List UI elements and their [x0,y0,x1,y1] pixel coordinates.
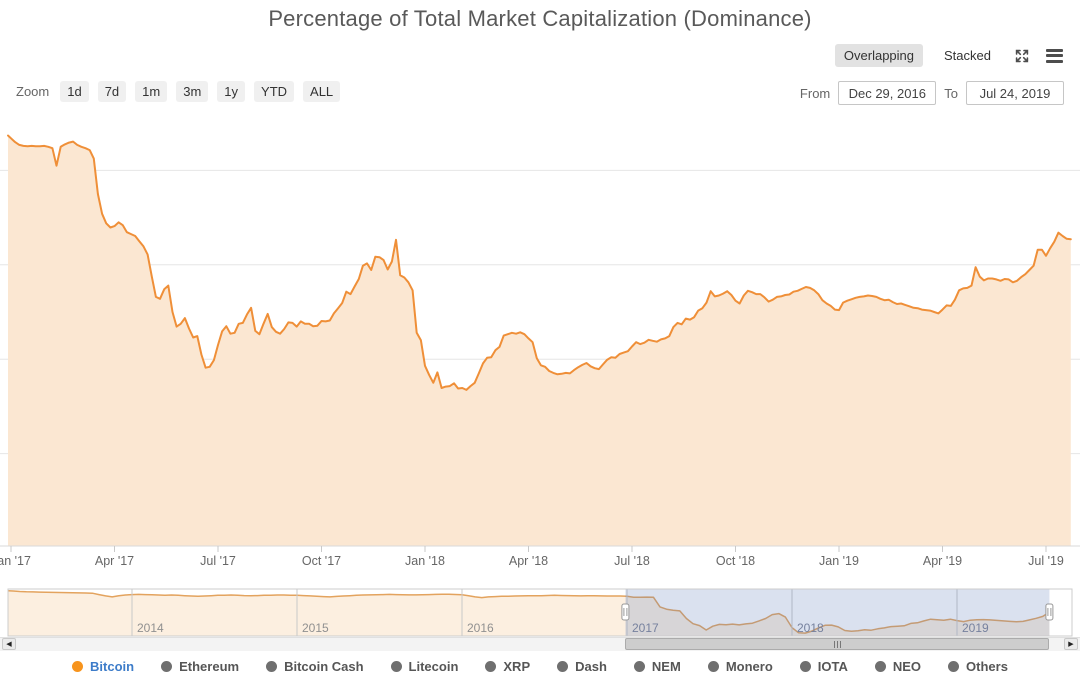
x-axis-label: Jan '19 [819,554,859,568]
legend: Bitcoin Ethereum Bitcoin Cash Litecoin XRP Da… [0,659,1080,674]
legend-label: Dash [575,659,607,674]
legend-dot [390,661,402,672]
legend-dot [799,661,811,672]
legend-item-nem[interactable]: NEM [633,659,681,674]
navigator-line [7,590,1050,634]
navigator-year-label: 2016 [467,621,494,635]
zoom-buttons: 1d 7d 1m 3m 1y YTD ALL [60,81,341,102]
legend-item-bitcoin-cash[interactable]: Bitcoin Cash [266,659,364,674]
legend-dot [557,661,569,672]
legend-label: Litecoin [408,659,459,674]
to-label: To [944,85,958,101]
legend-label: Ethereum [179,659,240,674]
x-axis-label: Jan '17 [0,554,31,568]
legend-label: Bitcoin Cash [284,659,364,674]
legend-dot [707,661,719,672]
legend-label: Monero [725,659,773,674]
zoom-button-ytd[interactable]: YTD [254,81,295,102]
from-label: From [799,85,831,101]
context-menu-icon[interactable] [1044,46,1064,66]
legend-dot [948,661,960,672]
scrollbar-right-arrow-icon[interactable]: ▶ [1064,638,1078,650]
legend-label: XRP [503,659,531,674]
bitcoin-line [7,134,1072,391]
x-axis-label: Oct '18 [716,554,755,568]
navigator-year-label: 2017 [632,621,659,635]
x-axis-label: Apr '17 [95,554,134,568]
legend-item-monero[interactable]: Monero [707,659,773,674]
navigator-year-label: 2014 [137,621,164,635]
legend-label: NEO [892,659,922,674]
scrollbar-thumb[interactable] [625,638,1049,650]
navigator-left-handle[interactable] [621,603,630,621]
zoom-label: Zoom [16,84,50,99]
legend-item-dash[interactable]: Dash [557,659,607,674]
navigator-right-handle[interactable] [1045,603,1054,621]
legend-item-litecoin[interactable]: Litecoin [390,659,459,674]
zoom-button-7d[interactable]: 7d [97,81,127,102]
legend-item-iota[interactable]: IOTA [799,659,848,674]
legend-item-bitcoin[interactable]: Bitcoin [72,659,134,674]
navigator-outline [7,588,1073,637]
scrollbar-left-arrow-icon[interactable]: ◀ [2,638,16,650]
fullscreen-icon[interactable] [1012,46,1032,66]
x-axis-label: Jul '19 [1028,554,1064,568]
legend-dot [874,661,886,672]
x-axis-label: Jan '18 [405,554,445,568]
legend-item-ethereum[interactable]: Ethereum [161,659,239,674]
stacked-button[interactable]: Stacked [944,48,991,63]
legend-dot [161,661,173,672]
bitcoin-area-fill [8,135,1071,546]
legend-label: NEM [651,659,681,674]
legend-item-xrp[interactable]: XRP [485,659,530,674]
legend-label: IOTA [817,659,848,674]
legend-dot [633,661,645,672]
legend-dot [266,661,278,672]
to-date-input[interactable] [966,81,1064,105]
view-controls: Overlapping Stacked [834,44,1064,67]
legend-label: Bitcoin [90,659,135,674]
range-selector: From To [800,81,1064,105]
zoom-button-3m[interactable]: 3m [176,81,209,102]
navigator-area-fill [8,590,1050,636]
x-axis-label: Oct '17 [302,554,341,568]
legend-item-others[interactable]: Others [948,659,1008,674]
x-axis-label: Apr '19 [923,554,962,568]
navigator-year-label: 2019 [962,621,989,635]
legend-label: Others [966,659,1008,674]
zoom-row: Zoom 1d 7d 1m 3m 1y YTD ALL [16,81,341,102]
zoom-button-all[interactable]: ALL [303,81,341,102]
zoom-button-1d[interactable]: 1d [60,81,89,102]
x-axis-label: Jul '17 [200,554,236,568]
navigator-year-label: 2015 [302,621,329,635]
from-date-input[interactable] [838,81,937,105]
navigator-selected-mask[interactable] [625,589,1050,636]
legend-item-neo[interactable]: NEO [874,659,922,674]
x-axis-label: Jul '18 [614,554,650,568]
legend-dot [485,661,497,672]
legend-dot [72,661,84,672]
page-title: Percentage of Total Market Capitalizatio… [268,6,812,31]
overlapping-button[interactable]: Overlapping [834,44,924,67]
zoom-button-1y[interactable]: 1y [217,81,246,102]
navigator-year-label: 2018 [797,621,824,635]
zoom-button-1m[interactable]: 1m [135,81,168,102]
x-axis-label: Apr '18 [509,554,548,568]
